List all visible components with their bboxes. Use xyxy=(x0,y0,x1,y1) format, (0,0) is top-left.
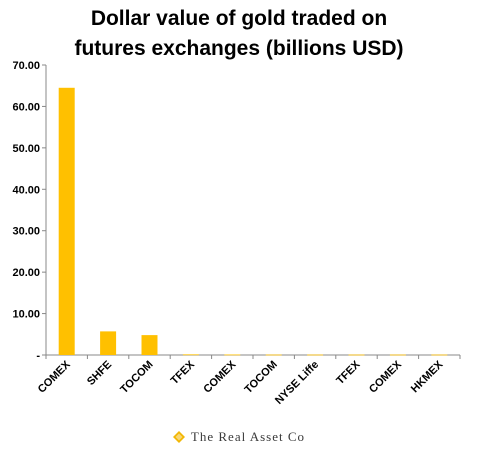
footer: The Real Asset Co xyxy=(0,428,478,445)
bar-tfex xyxy=(348,354,365,356)
x-tick-label: COMEX xyxy=(367,358,404,395)
bar-hkmex xyxy=(431,354,448,356)
x-tick-label: TFEX xyxy=(169,358,198,387)
x-tick-label: TFEX xyxy=(334,358,363,387)
brand-name: The Real Asset Co xyxy=(190,429,306,445)
x-tick-label: SHFE xyxy=(85,359,114,388)
y-axis: - 10.00 20.00 30.00 40.00 50.00 60.00 70.00 xyxy=(12,60,47,362)
x-tick-label: HKMEX xyxy=(409,358,446,395)
bar-tfex xyxy=(182,354,199,356)
bar-shfe xyxy=(100,331,117,355)
y-tick-label: - xyxy=(36,350,40,362)
chart-title-line-1: Dollar value of gold traded on xyxy=(90,7,388,30)
bar-tocom xyxy=(141,335,158,355)
bar-chart: - 10.00 20.00 30.00 40.00 50.00 60.00 70.00 COM… xyxy=(12,60,461,407)
x-tick-label: TOCOM xyxy=(118,359,155,396)
y-tick-label: 70.00 xyxy=(12,60,40,72)
bar-comex xyxy=(224,354,241,356)
x-tick-label: TOCOM xyxy=(243,359,280,396)
x-tick-label: COMEX xyxy=(201,358,238,395)
bars xyxy=(58,87,448,356)
y-tick-label: 40.00 xyxy=(12,184,40,196)
y-tick-label: 50.00 xyxy=(12,143,40,155)
y-tick-label: 60.00 xyxy=(12,101,40,113)
diamond-logo-icon xyxy=(172,431,185,444)
y-tick-label: 30.00 xyxy=(12,226,40,238)
y-tick-label: 10.00 xyxy=(12,309,40,321)
y-tick-label: 20.00 xyxy=(12,267,40,279)
x-tick-label: NYSE Liffe xyxy=(273,359,321,407)
x-tick-label: COMEX xyxy=(36,358,73,395)
chart-title-line-2: futures exchanges (billions USD) xyxy=(74,37,404,60)
x-axis xyxy=(45,354,461,359)
bar-tocom xyxy=(265,354,282,356)
bar-comex xyxy=(389,354,406,356)
chart-title: Dollar value of gold traded on futures e… xyxy=(0,4,478,64)
bar-nyse-liffe xyxy=(307,354,324,356)
bar-comex xyxy=(58,87,75,356)
